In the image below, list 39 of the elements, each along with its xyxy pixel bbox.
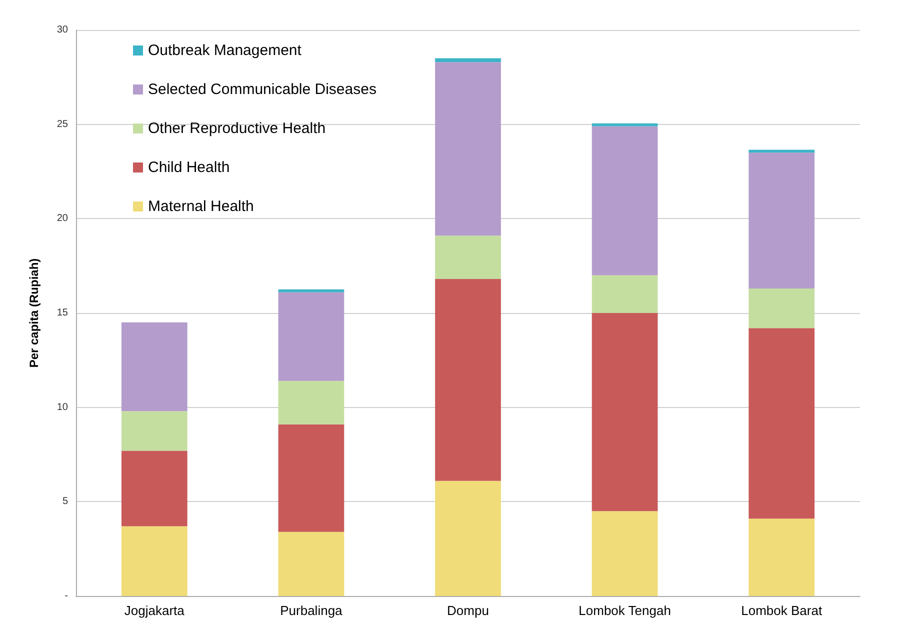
x-tick-label: Jogjakarta bbox=[124, 603, 186, 618]
bar bbox=[435, 62, 501, 236]
bar bbox=[121, 526, 188, 596]
bar bbox=[435, 58, 501, 62]
legend-label: Child Health bbox=[148, 159, 230, 176]
bar bbox=[748, 518, 815, 596]
bar bbox=[278, 424, 344, 532]
bar bbox=[435, 279, 501, 481]
bar bbox=[435, 236, 501, 280]
x-tick-label: Lombok Barat bbox=[741, 603, 822, 618]
bar bbox=[748, 328, 815, 519]
x-tick-label: Dompu bbox=[447, 603, 489, 618]
bar bbox=[435, 480, 501, 596]
bar bbox=[748, 152, 815, 288]
x-tick-label: Lombok Tengah bbox=[578, 603, 671, 618]
legend-label: Selected Communicable Diseases bbox=[148, 81, 376, 98]
legend-label: Outbreak Management bbox=[148, 42, 302, 59]
y-tick-label: 15 bbox=[56, 308, 68, 318]
bar bbox=[592, 511, 658, 596]
y-tick-label: 10 bbox=[56, 402, 68, 413]
bar bbox=[278, 532, 344, 596]
y-axis-title: Per capita (Rupiah) bbox=[27, 258, 41, 368]
bar bbox=[278, 380, 344, 424]
bar bbox=[121, 322, 188, 412]
bar bbox=[748, 288, 815, 328]
y-tick-label: - bbox=[64, 590, 68, 602]
legend-label: Other Reproductive Health bbox=[148, 120, 326, 137]
x-tick-label: Purbalinga bbox=[280, 603, 344, 618]
bar bbox=[278, 292, 344, 381]
bar bbox=[121, 411, 188, 451]
y-tick-label: 25 bbox=[56, 118, 68, 130]
y-tick-label: 30 bbox=[56, 24, 68, 36]
bar bbox=[592, 313, 658, 512]
bar bbox=[592, 275, 658, 313]
y-tick-label: 20 bbox=[56, 213, 68, 224]
y-tick-label: 5 bbox=[62, 496, 68, 508]
legend-label: Maternal Health bbox=[148, 198, 254, 215]
bar bbox=[121, 450, 188, 526]
bar bbox=[592, 126, 658, 276]
